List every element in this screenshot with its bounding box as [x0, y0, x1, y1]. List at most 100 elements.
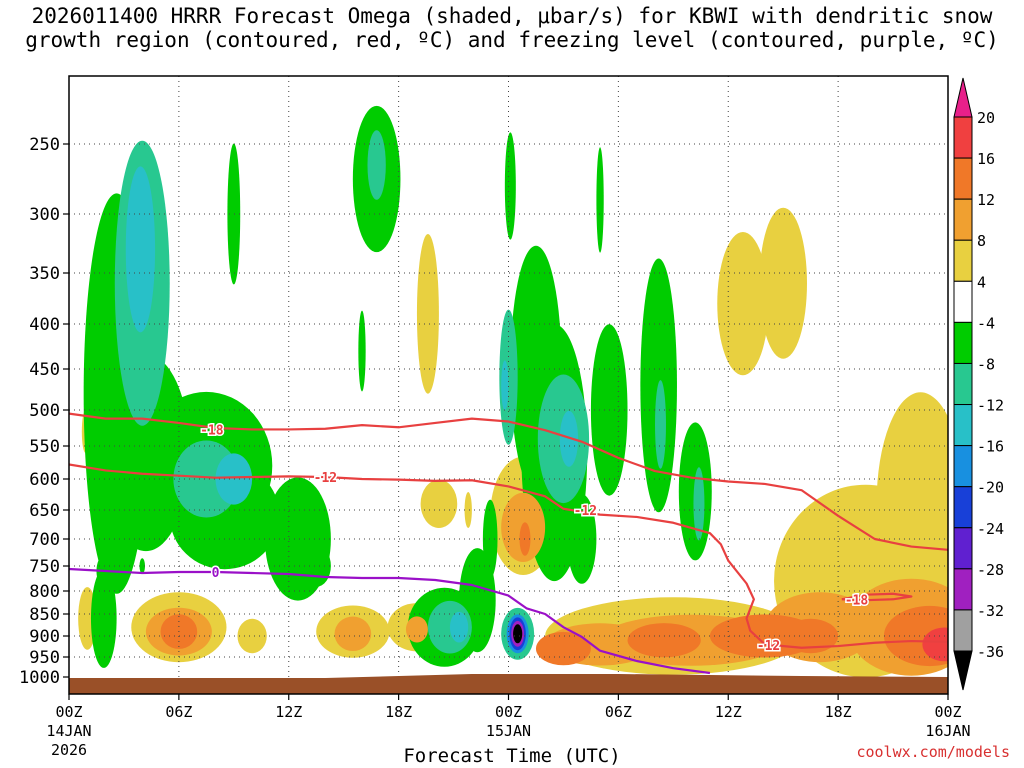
y-tick-label: 850 — [29, 605, 60, 625]
x-tick-label: 06Z — [605, 703, 632, 721]
omega-shading — [78, 105, 948, 678]
x-tick-label: 00Z — [495, 703, 522, 721]
omega-region — [227, 143, 241, 285]
colorbar-label: -12 — [977, 397, 1004, 415]
x-tick-label: 18Z — [825, 703, 852, 721]
colorbar-swatch — [953, 239, 973, 282]
y-tick-label: 700 — [29, 530, 60, 550]
credit-text: coolwx.com/models — [856, 743, 1010, 761]
colorbar-swatch — [953, 445, 973, 488]
y-tick-label: 650 — [29, 501, 60, 521]
y-tick-label: 250 — [29, 135, 60, 155]
y-tick-label: 1000 — [19, 668, 60, 688]
colorbar-label: -28 — [977, 561, 1004, 579]
omega-region — [334, 616, 372, 652]
x-tick-date: 14JAN — [46, 722, 91, 740]
omega-region — [876, 392, 948, 616]
contour-line — [69, 412, 948, 551]
y-tick-label: 550 — [29, 437, 60, 457]
contour-label: 0 — [212, 566, 220, 581]
colorbar-swatch — [953, 157, 973, 200]
colorbar-swatch — [953, 527, 973, 570]
y-tick-label: 950 — [29, 648, 60, 668]
contour-label: -18 — [200, 423, 224, 438]
omega-region — [139, 558, 145, 574]
omega-region — [125, 166, 156, 333]
colorbar-swatch — [953, 568, 973, 611]
x-tick-date: 16JAN — [925, 722, 970, 740]
omega-region — [90, 568, 117, 668]
x-tick-label: 06Z — [165, 703, 192, 721]
y-tick-label: 350 — [29, 264, 60, 284]
x-tick-label: 12Z — [715, 703, 742, 721]
omega-region — [482, 499, 498, 579]
x-tick-label: 00Z — [55, 703, 82, 721]
contour-label: -18 — [845, 594, 869, 609]
omega-region — [301, 545, 331, 587]
colorbar-label: -4 — [977, 314, 995, 332]
omega-region — [504, 132, 516, 240]
omega-region — [922, 627, 948, 662]
omega-region — [596, 147, 604, 253]
y-tick-label: 600 — [29, 470, 60, 490]
contour-line — [841, 592, 913, 602]
omega-region — [627, 623, 701, 658]
colorbar-label: 8 — [977, 232, 986, 250]
colorbar-swatch — [953, 404, 973, 447]
colorbar-label: -24 — [977, 520, 1004, 538]
colorbar-label: -16 — [977, 438, 1004, 456]
colorbar-label: -20 — [977, 479, 1004, 497]
chart-title-line2: growth region (contoured, red, ºC) and f… — [25, 28, 999, 52]
colorbar-label: -8 — [977, 355, 995, 373]
y-tick-label: 500 — [29, 401, 60, 421]
omega-region — [513, 624, 523, 644]
axes: 2503003504004505005506006507007508008509… — [19, 75, 971, 759]
colorbar: 20 16 12 8 4 -4 -8 -12 -16 -20 -24 -28 -32 -36 — [953, 77, 1004, 691]
omega-region — [237, 618, 267, 654]
colorbar-label: 12 — [977, 191, 995, 209]
omega-region — [567, 494, 597, 584]
omega-region — [449, 611, 469, 643]
contour-label: -12 — [314, 471, 337, 486]
colorbar-swatch — [953, 609, 973, 652]
colorbar-label: -32 — [977, 602, 1004, 620]
contour-line — [69, 567, 711, 675]
y-tick-label: 300 — [29, 205, 60, 225]
omega-region — [783, 618, 839, 654]
contour-line — [69, 463, 948, 649]
omega-region — [501, 360, 509, 411]
omega-region — [717, 232, 769, 376]
y-tick-label: 750 — [29, 557, 60, 577]
omega-region — [759, 207, 807, 359]
colorbar-swatch — [953, 321, 973, 364]
colorbar-above-arrow — [953, 77, 973, 118]
y-tick-label: 450 — [29, 360, 60, 380]
colorbar-below-arrow — [953, 650, 973, 691]
colorbar-swatch — [953, 280, 973, 323]
x-tick-year: 2026 — [51, 741, 87, 759]
x-tick-label: 00Z — [934, 703, 961, 721]
omega-region — [358, 310, 366, 392]
x-tick-date: 15JAN — [486, 722, 531, 740]
chart-title-line1: 2026011400 HRRR Forecast Omega (shaded, … — [31, 4, 993, 28]
chart-title: 2026011400 HRRR Forecast Omega (shaded, … — [0, 4, 1024, 52]
omega-region — [499, 309, 518, 445]
omega-region — [464, 492, 472, 528]
ground-terrain — [69, 674, 948, 694]
omega-region — [655, 380, 666, 469]
colorbar-swatch — [953, 198, 973, 241]
contour-label: -12 — [574, 504, 597, 519]
omega-region — [416, 233, 439, 394]
y-tick-label: 800 — [29, 582, 60, 602]
colorbar-swatch — [953, 486, 973, 529]
colorbar-label: 20 — [977, 109, 995, 127]
contour-label: -12 — [757, 639, 780, 654]
omega-region — [215, 453, 253, 505]
omega-region — [420, 479, 458, 528]
x-tick-label: 18Z — [385, 703, 412, 721]
omega-region — [367, 130, 386, 200]
colorbar-swatch — [953, 362, 973, 406]
grid-lines — [69, 76, 948, 694]
contour-lines: -18 -12 -12 -12 -18 0 — [69, 412, 948, 675]
